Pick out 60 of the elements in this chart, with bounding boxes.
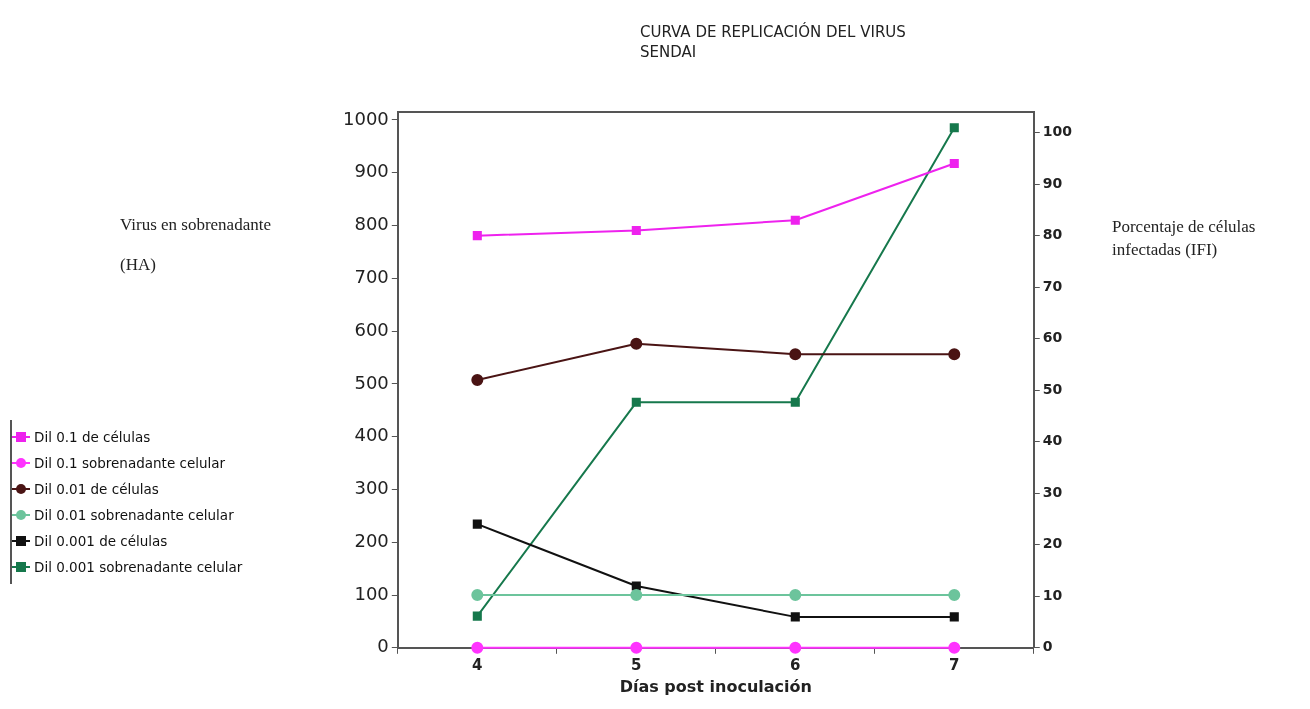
- point: [948, 348, 961, 361]
- point: [472, 519, 482, 529]
- y-tick-label: 100: [354, 582, 389, 604]
- legend-label: Dil 0.1 de células: [34, 429, 151, 445]
- x-tick-label: 6: [790, 655, 801, 674]
- y-tick-label: 200: [354, 529, 389, 551]
- point: [790, 397, 800, 407]
- point: [949, 123, 959, 133]
- point: [790, 612, 800, 622]
- legend-label: Dil 0.001 de células: [34, 533, 168, 549]
- point: [631, 397, 641, 407]
- point: [789, 589, 802, 602]
- x-tick-label: 7: [949, 655, 960, 674]
- chart-title: CURVA DE REPLICACIÓN DEL VIRUS SENDAI: [640, 22, 907, 62]
- point: [789, 348, 802, 361]
- point: [471, 641, 484, 654]
- y2-tick-label: 10: [1042, 586, 1063, 603]
- y2-tick-label: 40: [1042, 432, 1063, 449]
- point: [472, 231, 482, 241]
- legend-label: Dil 0.01 sobrenadante celular: [34, 507, 234, 523]
- point: [471, 589, 484, 602]
- y-tick-label: 0: [377, 635, 389, 657]
- point: [949, 612, 959, 622]
- point: [631, 225, 641, 236]
- legend-label: Dil 0.01 de células: [34, 481, 159, 497]
- y2-tick-label: 0: [1042, 638, 1053, 655]
- point: [631, 581, 641, 591]
- y-tick-label: 600: [354, 318, 389, 340]
- point: [630, 337, 643, 350]
- y-tick-label: 700: [354, 265, 389, 287]
- y2-tick-label: 50: [1042, 380, 1063, 397]
- y-tick-label: 1000: [343, 107, 389, 129]
- point: [471, 373, 484, 386]
- point: [948, 641, 961, 654]
- point: [630, 589, 643, 602]
- x-tick-label: 5: [631, 655, 642, 674]
- y2-tick-label: 80: [1042, 226, 1063, 243]
- x-axis-title: Días post inoculación: [619, 676, 812, 696]
- x-tick-label: 4: [472, 655, 483, 674]
- point: [949, 158, 959, 169]
- y2-tick-label: 90: [1042, 174, 1063, 191]
- y-tick-label: 800: [354, 213, 389, 235]
- y2-axis-title: Porcentaje de células infectadas (IFI): [1112, 216, 1257, 261]
- point: [472, 611, 482, 621]
- y2-tick-label: 60: [1042, 329, 1063, 346]
- point: [789, 641, 802, 654]
- y-tick-label: 400: [354, 424, 389, 446]
- point: [790, 215, 800, 225]
- y2-tick-label: 70: [1042, 277, 1063, 294]
- legend-label: Dil 0.001 sobrenadante celular: [34, 559, 243, 575]
- y2-tick-label: 20: [1042, 535, 1063, 552]
- point: [948, 589, 961, 602]
- text: Virus en sobrenadante (HA): [120, 215, 271, 274]
- legend-label: Dil 0.1 sobrenadante celular: [34, 455, 226, 471]
- y2-tick-label: 30: [1042, 483, 1063, 500]
- y2-tick-label: 100: [1042, 123, 1073, 140]
- y-tick-label: 300: [354, 477, 389, 499]
- point: [630, 641, 643, 654]
- y-tick-label: 500: [354, 371, 389, 393]
- y-tick-label: 900: [354, 160, 389, 182]
